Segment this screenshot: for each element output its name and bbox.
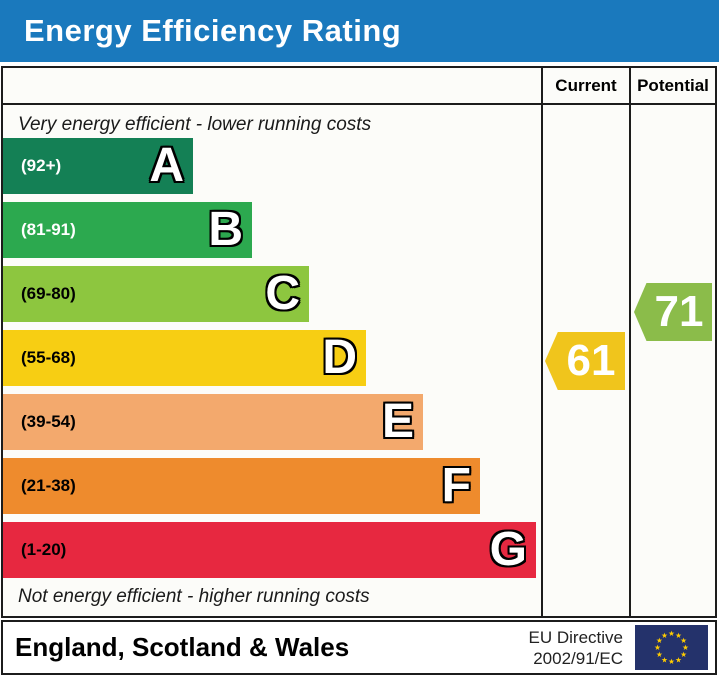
header-underline: [3, 103, 715, 105]
svg-text:★: ★: [682, 643, 689, 652]
band-letter: A: [149, 139, 184, 192]
svg-text:★: ★: [661, 631, 668, 640]
band-row-f: (21-38) F: [3, 458, 480, 514]
band-range-label: (55-68): [21, 348, 76, 367]
band-range-label: (39-54): [21, 412, 76, 431]
svg-text:★: ★: [656, 636, 663, 645]
eu-stars: ★ ★ ★ ★ ★ ★ ★ ★ ★ ★ ★ ★: [654, 629, 689, 666]
band-range-label: (1-20): [21, 540, 67, 559]
band-range-label: (92+): [21, 156, 62, 175]
svg-text:★: ★: [680, 650, 687, 659]
band-letter: E: [381, 395, 414, 448]
eu-flag-icon: ★ ★ ★ ★ ★ ★ ★ ★ ★ ★ ★ ★: [635, 625, 708, 670]
potential-column-divider: [629, 68, 631, 616]
band-range-label: (69-80): [21, 284, 76, 303]
band-letter: F: [441, 459, 471, 512]
band-letter: B: [208, 203, 243, 256]
page-title: Energy Efficiency Rating: [24, 13, 402, 48]
footer-bar: England, Scotland & Wales EU Directive 2…: [1, 620, 717, 675]
potential-column-header: Potential: [637, 76, 709, 95]
band-row-b: (81-91) B: [3, 202, 252, 258]
band-row-a: (92+) A: [3, 138, 193, 194]
svg-text:★: ★: [668, 657, 675, 666]
svg-text:★: ★: [680, 636, 687, 645]
svg-text:★: ★: [668, 629, 675, 638]
band-row-e: (39-54) E: [3, 394, 423, 450]
band-letter: G: [489, 523, 527, 576]
svg-text:★: ★: [661, 655, 668, 664]
caption-not-efficient: Not energy efficient - higher running co…: [18, 586, 370, 607]
svg-text:★: ★: [654, 643, 661, 652]
band-row-c: (69-80) C: [3, 266, 309, 322]
title-bar: Energy Efficiency Rating: [0, 0, 719, 62]
region-label: England, Scotland & Wales: [15, 632, 350, 662]
potential-rating-arrow: 71: [634, 283, 712, 341]
potential-rating-value: 71: [654, 287, 704, 336]
caption-very-efficient: Very energy efficient - lower running co…: [18, 114, 372, 135]
band-row-g: (1-20) G: [3, 522, 536, 578]
svg-text:★: ★: [675, 655, 682, 664]
current-rating-value: 61: [566, 336, 616, 385]
current-rating-arrow: 61: [545, 332, 625, 390]
eu-directive-label: EU Directive 2002/91/EC: [528, 628, 623, 668]
band-letter: C: [265, 267, 300, 320]
band-range-label: (21-38): [21, 476, 76, 495]
band-letter: D: [322, 331, 357, 384]
svg-text:★: ★: [675, 631, 682, 640]
current-column-header: Current: [555, 76, 617, 95]
band-row-d: (55-68) D: [3, 330, 366, 386]
band-range-label: (81-91): [21, 220, 76, 239]
svg-text:★: ★: [656, 650, 663, 659]
energy-rating-chart: Current Potential Very energy efficient …: [1, 66, 717, 618]
current-column-divider: [541, 68, 543, 616]
